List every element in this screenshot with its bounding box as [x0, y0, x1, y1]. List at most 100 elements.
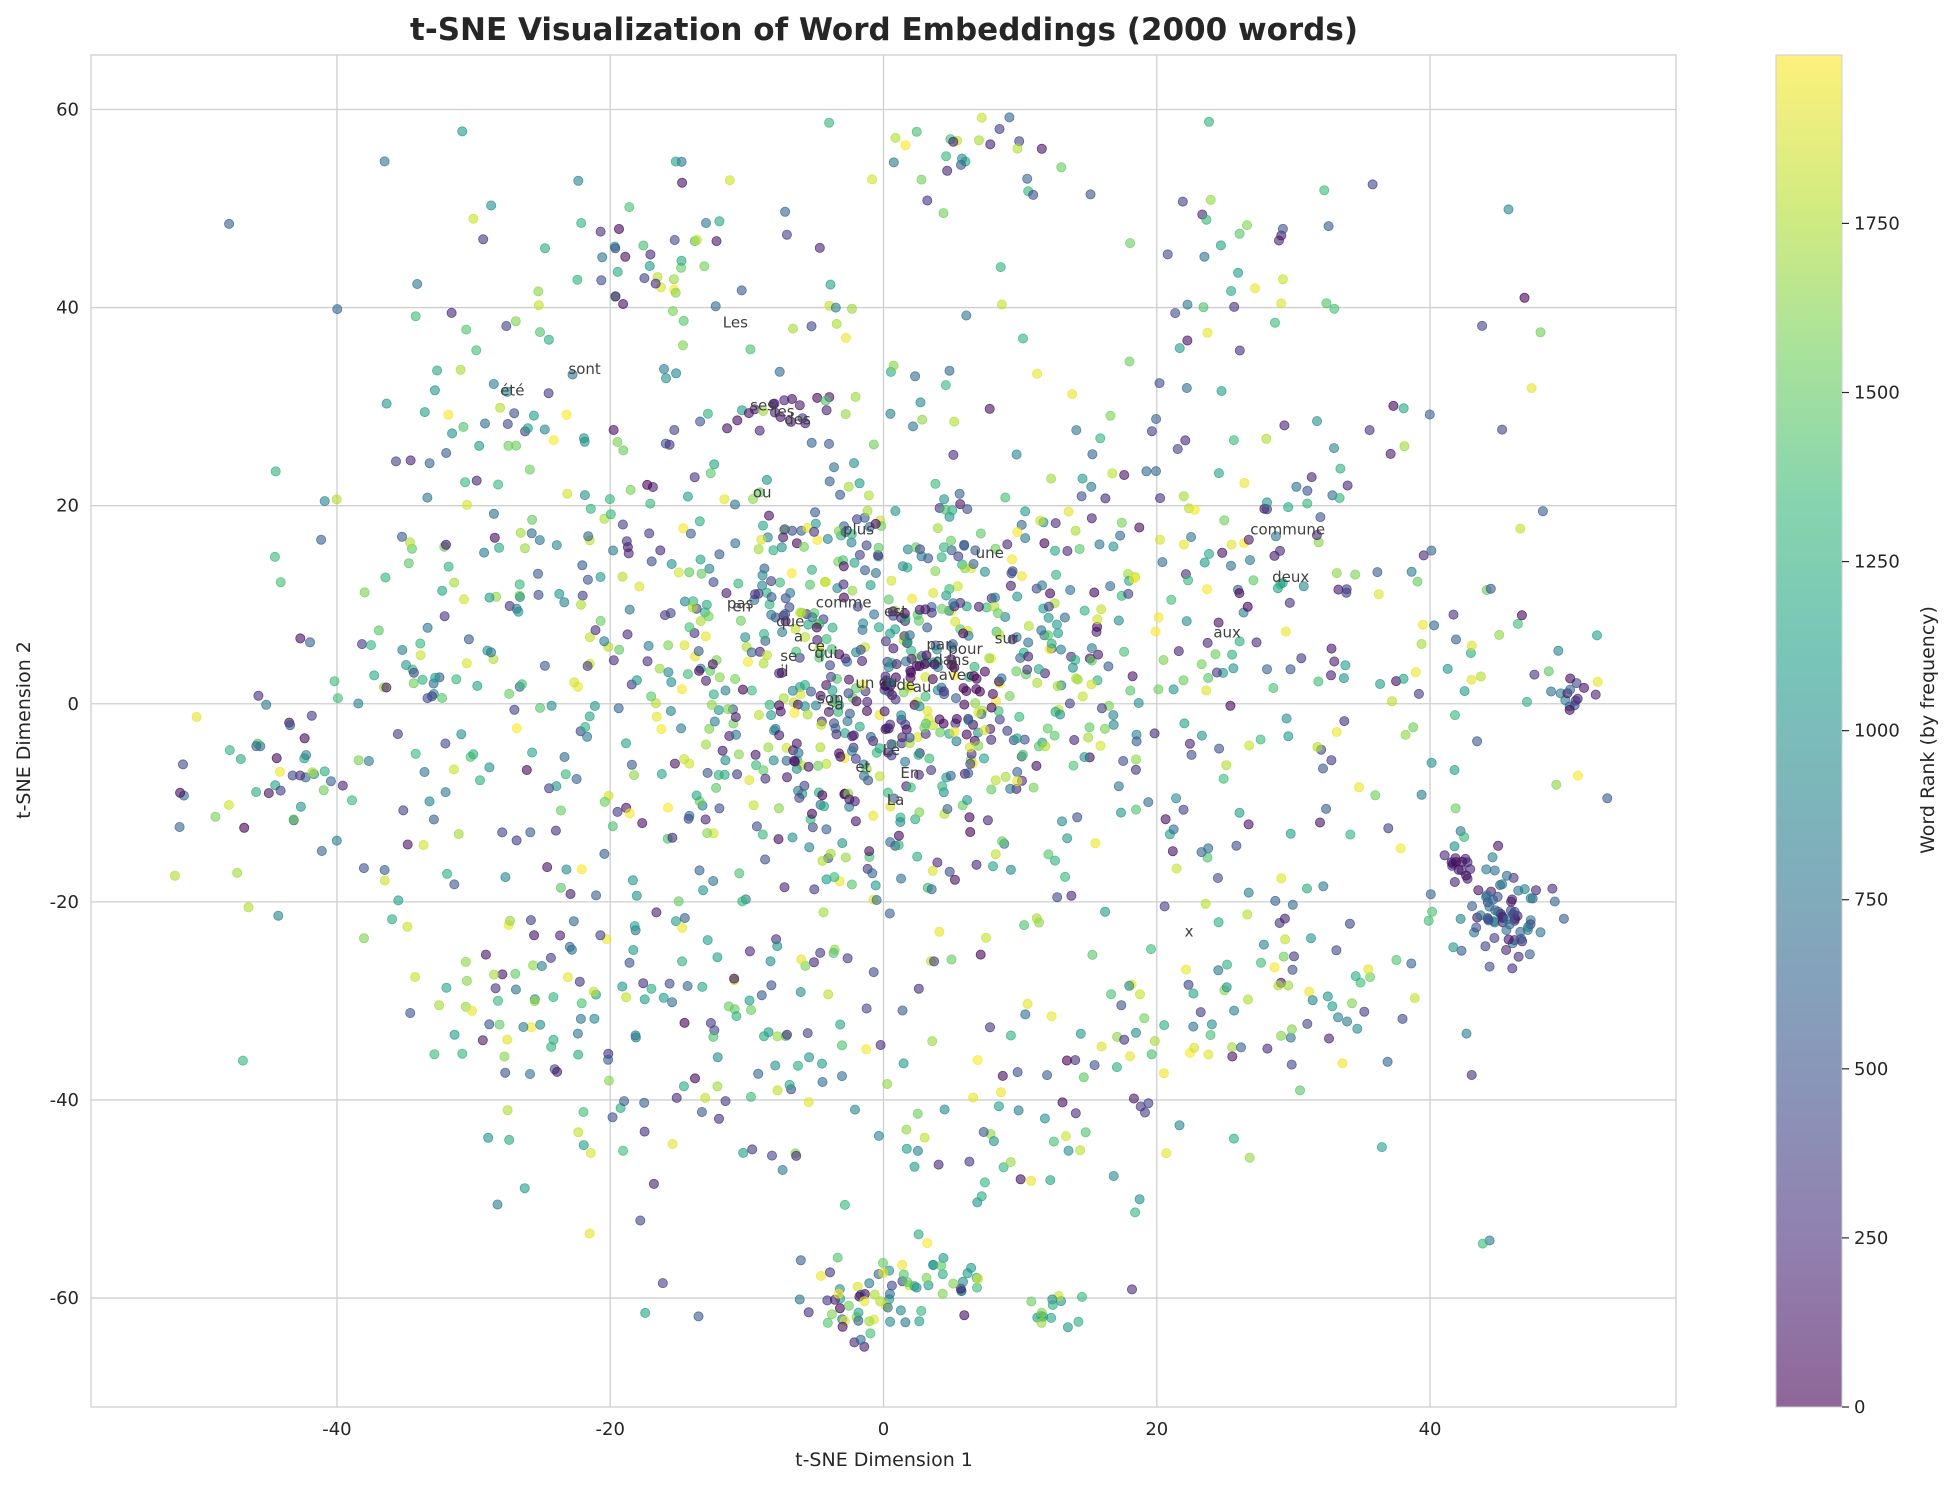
scatter-point	[1201, 685, 1212, 696]
scatter-point	[1057, 816, 1068, 827]
scatter-point	[746, 647, 757, 658]
scatter-point	[1019, 920, 1030, 931]
scatter-point	[833, 1288, 844, 1299]
scatter-point	[1331, 945, 1342, 956]
scatter-point	[917, 414, 928, 425]
scatter-point	[644, 260, 655, 271]
scatter-point	[714, 216, 725, 227]
scatter-point	[1040, 741, 1051, 752]
scatter-point	[1262, 664, 1273, 675]
scatter-point	[1119, 1034, 1130, 1045]
scatter-point	[1475, 671, 1486, 682]
scatter-point	[1077, 473, 1088, 484]
scatter-point	[873, 1130, 884, 1141]
scatter-point	[829, 462, 840, 473]
scatter-point	[826, 671, 837, 682]
scatter-point	[1311, 530, 1322, 541]
scatter-point	[500, 1067, 511, 1078]
scatter-point	[799, 541, 810, 552]
scatter-point	[665, 608, 676, 619]
scatter-point	[778, 532, 789, 543]
scatter-point	[677, 956, 688, 967]
scatter-point	[1125, 685, 1136, 696]
scatter-point	[232, 867, 243, 878]
scatter-point	[912, 1145, 923, 1156]
scatter-point	[768, 755, 779, 766]
scatter-point	[551, 781, 562, 792]
scatter-point	[905, 665, 916, 676]
scatter-point	[748, 493, 759, 504]
scatter-point	[1128, 573, 1139, 584]
scatter-point	[844, 708, 855, 719]
scatter-point	[275, 785, 286, 796]
scatter-point	[826, 644, 837, 655]
scatter-point	[1201, 214, 1212, 225]
scatter-point	[1340, 660, 1351, 671]
scatter-point	[703, 611, 714, 622]
scatter-point	[768, 545, 779, 556]
scatter-point	[1086, 513, 1097, 524]
scatter-point	[429, 385, 440, 396]
scatter-point	[1011, 449, 1022, 460]
scatter-point	[1231, 840, 1242, 851]
scatter-point	[879, 706, 890, 717]
scatter-point	[440, 738, 451, 749]
scatter-point	[911, 126, 922, 137]
word-label: au	[913, 678, 932, 696]
scatter-point	[683, 813, 694, 824]
scatter-point	[864, 1316, 875, 1327]
scatter-point	[635, 1215, 646, 1226]
scatter-point	[447, 428, 458, 439]
scatter-point	[791, 646, 802, 657]
scatter-point	[926, 765, 937, 776]
scatter-point	[865, 580, 876, 591]
word-label: x	[1185, 922, 1194, 940]
scatter-point	[1256, 957, 1267, 968]
scatter-point	[471, 475, 482, 486]
scatter-point	[353, 755, 364, 766]
scatter-point	[1329, 443, 1340, 454]
scatter-point	[973, 740, 984, 751]
scatter-point	[874, 771, 885, 782]
scatter-point	[1171, 863, 1182, 874]
scatter-point	[1507, 963, 1518, 974]
scatter-point	[702, 408, 713, 419]
scatter-point	[1579, 682, 1590, 693]
scatter-point	[358, 933, 369, 944]
scatter-point	[1184, 738, 1195, 749]
scatter-point	[809, 526, 820, 537]
scatter-point	[434, 1000, 445, 1011]
scatter-point	[806, 437, 817, 448]
scatter-point	[913, 749, 924, 760]
scatter-point	[929, 659, 940, 670]
scatter-point	[526, 528, 537, 539]
scatter-point	[916, 1305, 927, 1316]
scatter-point	[307, 767, 318, 778]
scatter-point	[996, 673, 1007, 684]
scatter-point	[882, 1302, 893, 1313]
scatter-point	[1338, 673, 1349, 684]
scatter-point	[1057, 1097, 1068, 1108]
scatter-point	[1203, 673, 1214, 684]
scatter-point	[695, 616, 706, 627]
scatter-point	[944, 584, 955, 595]
scatter-point	[714, 549, 725, 560]
scatter-point	[1189, 1042, 1200, 1053]
scatter-point	[883, 594, 894, 605]
scatter-point	[502, 418, 513, 429]
scatter-point	[1056, 162, 1067, 173]
scatter-point	[949, 662, 960, 673]
scatter-point	[1181, 382, 1192, 393]
scatter-point	[1061, 1055, 1072, 1066]
scatter-point	[885, 801, 896, 812]
scatter-point	[533, 300, 544, 311]
scatter-point	[1168, 684, 1179, 695]
scatter-point	[796, 954, 807, 965]
scatter-point	[730, 674, 741, 685]
scatter-point	[405, 455, 416, 466]
scatter-point	[1028, 782, 1039, 793]
scatter-point	[1472, 736, 1483, 747]
scatter-point	[909, 1161, 920, 1172]
scatter-point	[986, 784, 997, 795]
